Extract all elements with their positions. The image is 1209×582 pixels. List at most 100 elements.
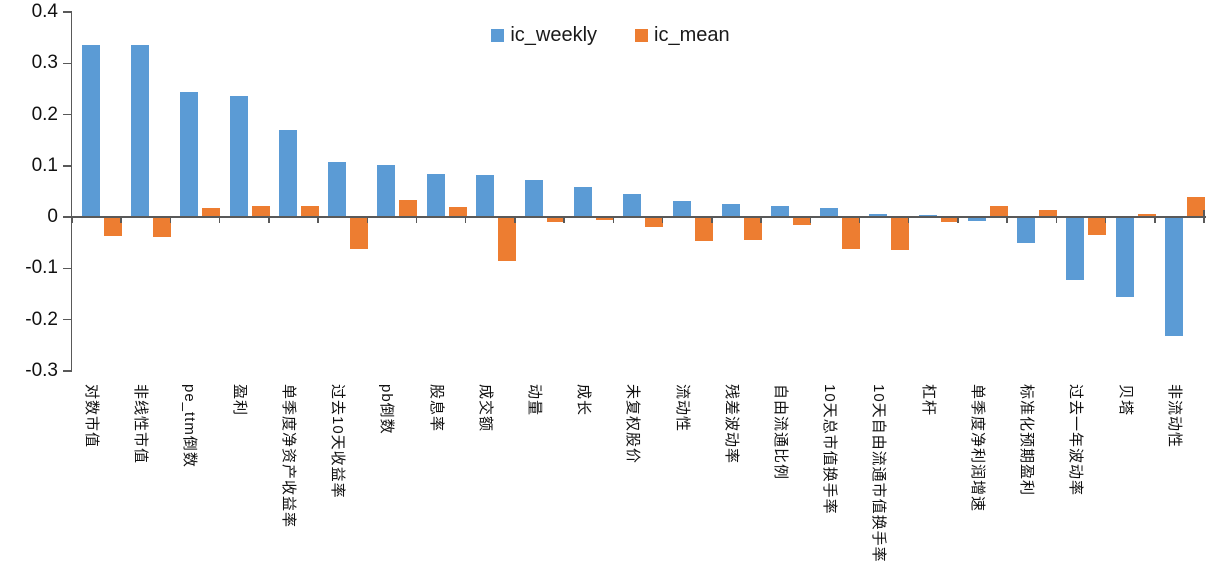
bar-ic-weekly: [377, 164, 396, 217]
y-tick: [62, 62, 71, 64]
bar-ic-weekly: [278, 129, 297, 217]
bar-ic-mean: [694, 218, 713, 241]
y-tick-label: 0.4: [31, 1, 58, 22]
x-axis-end-tick: [1203, 210, 1205, 216]
bar-ic-mean: [940, 218, 959, 223]
x-category-label: 过去一年波动率: [1067, 384, 1085, 497]
x-category-label: 非线性市值: [132, 384, 150, 465]
x-tick: [957, 218, 959, 223]
x-category-label: 对数市值: [83, 384, 100, 449]
x-category-label: 残差波动率: [722, 384, 740, 465]
x-tick: [563, 218, 565, 223]
bar-ic-weekly: [721, 204, 740, 217]
bar-ic-weekly: [1017, 218, 1036, 243]
x-category-label: 10天自由流通市值换手率: [870, 384, 888, 563]
bar-ic-mean: [645, 218, 664, 227]
x-tick: [71, 218, 73, 223]
x-tick: [1006, 218, 1008, 223]
bar-ic-weekly: [771, 206, 790, 217]
bar-ic-mean: [743, 218, 762, 240]
legend-item-ic-weekly: ic_weekly: [491, 24, 597, 47]
bar-ic-mean: [251, 206, 270, 217]
bar-ic-weekly: [672, 201, 691, 217]
y-tick-label: -0.2: [25, 308, 58, 330]
bar-ic-mean: [399, 199, 418, 217]
bar-ic-mean: [448, 206, 467, 217]
bar-ic-mean: [300, 205, 319, 217]
x-tick: [218, 218, 221, 223]
y-tick-label: -0.3: [25, 359, 58, 381]
bar-ic-weekly: [82, 45, 100, 217]
bar-ic-mean: [842, 218, 861, 250]
x-category-label: 杠杆: [919, 384, 937, 417]
legend-item-ic-mean: ic_mean: [635, 24, 730, 47]
y-tick: [62, 267, 71, 269]
x-tick: [711, 218, 713, 223]
y-axis-line: [70, 11, 72, 372]
x-tick: [120, 218, 122, 223]
x-tick: [514, 218, 516, 223]
bar-ic-mean: [793, 218, 812, 225]
bar-ic-weekly: [1066, 218, 1085, 280]
x-category-label: 流动性: [673, 384, 691, 433]
x-tick: [268, 218, 270, 223]
bar-ic-mean: [546, 218, 565, 222]
x-category-label: 动量: [525, 384, 543, 417]
x-category-label: 成交额: [476, 384, 494, 433]
bar-ic-weekly: [967, 218, 986, 221]
bar-ic-weekly: [426, 173, 445, 217]
bar-ic-mean: [989, 206, 1008, 217]
legend-label: ic_weekly: [510, 24, 598, 46]
bar-ic-mean: [1186, 196, 1205, 217]
x-category-label: 股息率: [427, 384, 445, 433]
x-tick: [415, 218, 418, 223]
x-category-label: pe_ttm倒数: [181, 384, 199, 468]
x-category-label: 标准化预期盈利: [1018, 384, 1036, 497]
x-tick: [612, 218, 615, 223]
bar-ic-weekly: [574, 186, 593, 217]
x-tick: [1055, 218, 1058, 223]
bar-ic-weekly: [623, 194, 642, 217]
y-tick: [62, 11, 71, 13]
x-category-label: 10天总市值换手率: [821, 384, 839, 515]
y-tick: [62, 165, 71, 167]
bar-ic-weekly: [131, 45, 150, 217]
y-tick-label: 0: [47, 206, 58, 227]
bar-ic-weekly: [180, 92, 199, 217]
x-tick: [464, 218, 467, 223]
x-tick: [760, 218, 762, 223]
bar-ic-weekly: [475, 175, 494, 217]
bar-ic-mean: [350, 218, 369, 249]
y-tick: [62, 318, 71, 321]
x-tick: [858, 218, 861, 223]
bar-ic-mean: [1088, 218, 1107, 235]
y-tick-label: 0.2: [31, 103, 58, 125]
bar-ic-weekly: [229, 96, 248, 217]
x-tick: [809, 218, 811, 223]
bar-ic-weekly: [1115, 218, 1134, 298]
bar-ic-mean: [596, 218, 615, 221]
bar-ic-weekly: [328, 162, 347, 217]
x-category-label: 非流动性: [1165, 384, 1183, 449]
x-category-label: 单季度净资产收益率: [279, 384, 297, 529]
legend-swatch-icon: [635, 29, 649, 42]
y-tick-label: -0.1: [25, 257, 58, 279]
x-category-label: pb倒数: [378, 384, 396, 435]
bar-ic-weekly: [524, 180, 543, 217]
x-tick: [366, 218, 369, 223]
x-tick: [1104, 218, 1107, 223]
bar-ic-weekly: [1164, 218, 1183, 336]
y-tick: [62, 216, 71, 218]
x-category-label: 成长: [575, 384, 593, 417]
y-tick-label: 0.1: [31, 154, 58, 176]
x-tick: [1154, 218, 1156, 223]
x-tick: [169, 218, 172, 223]
y-tick: [62, 370, 71, 372]
bar-ic-weekly: [820, 207, 839, 217]
x-tick: [907, 218, 910, 223]
bar-ic-mean: [104, 218, 122, 236]
legend-label: ic_mean: [654, 24, 730, 46]
bar-ic-mean: [202, 208, 221, 217]
